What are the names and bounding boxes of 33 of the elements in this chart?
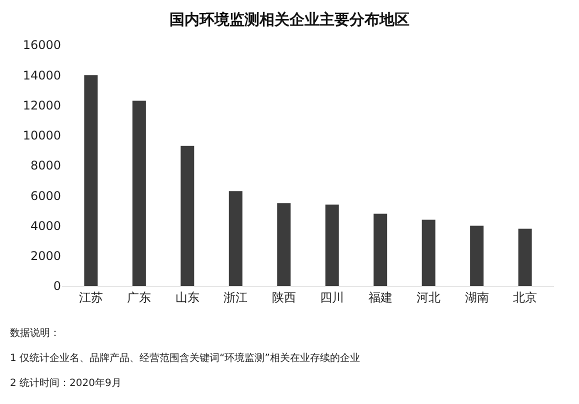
y-tick-label: 14000 — [22, 68, 61, 82]
bar — [228, 191, 242, 286]
y-tick-label: 12000 — [22, 98, 61, 112]
y-tick-label: 2000 — [30, 249, 61, 264]
y-tick-label: 0 — [53, 279, 61, 294]
text: 数据说明： — [10, 327, 60, 339]
y-tick-label: 10000 — [22, 128, 61, 143]
bar — [518, 228, 532, 286]
bar — [84, 75, 98, 286]
y-tick-label: 16000 — [22, 38, 61, 52]
x-tick-label: 江苏 — [78, 290, 103, 304]
bar — [374, 214, 388, 286]
x-tick-label: 浙江 — [224, 290, 248, 304]
y-tick-label: 8000 — [30, 158, 61, 173]
bar — [277, 203, 291, 286]
y-tick-label: 6000 — [30, 188, 61, 203]
x-tick-label: 陕西 — [272, 290, 296, 304]
x-tick-label: 山东 — [175, 290, 200, 304]
x-tick-label: 四川 — [320, 290, 344, 304]
x-tick-label: 广东 — [127, 290, 152, 304]
x-tick-label: 河北 — [416, 290, 441, 304]
bar — [132, 100, 146, 286]
bar — [325, 204, 339, 286]
text: 1 仅统计企业名、品牌产品、经营范围含关键词“环境监测”相关在业存续的企业 — [10, 352, 360, 364]
x-tick-label: 湖南 — [464, 290, 489, 304]
chart-title: 国内环境监测相关企业主要分布地区 — [170, 10, 410, 29]
bar — [422, 220, 436, 286]
bar — [470, 226, 484, 286]
bar — [180, 146, 194, 286]
x-tick-label: 福建 — [368, 290, 392, 304]
x-tick-label: 北京 — [513, 290, 538, 304]
text: 2 统计时间：2020年9月 — [10, 377, 122, 389]
y-tick-label: 4000 — [30, 218, 61, 233]
